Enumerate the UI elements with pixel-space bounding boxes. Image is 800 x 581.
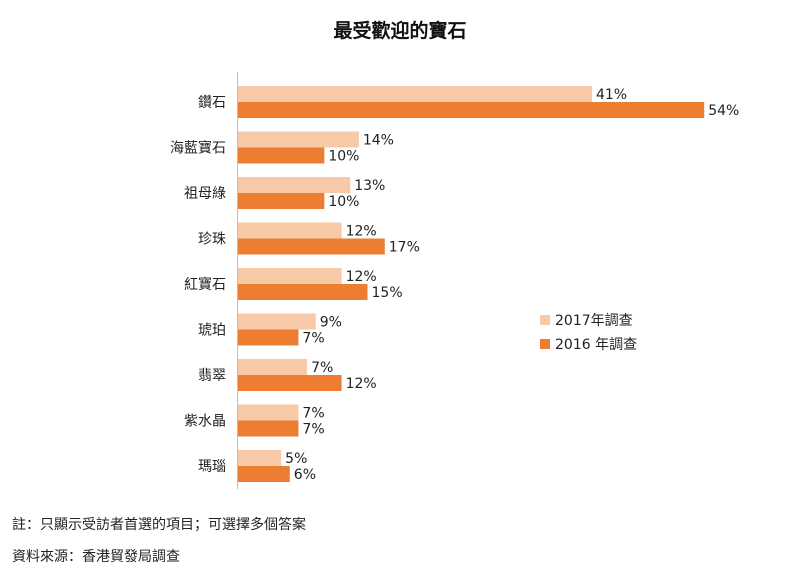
value-label-2017-3: 12% [346,224,377,240]
category-label-4: 紅寶石 [184,277,226,293]
value-label-2016-3: 17% [389,240,420,256]
bars-group [238,86,705,482]
value-label-2016-6: 12% [346,376,377,392]
value-label-2016-2: 10% [328,194,359,210]
value-label-2016-4: 15% [372,285,403,301]
bar-2016-3 [238,238,385,255]
category-label-8: 瑪瑙 [198,459,226,475]
value-label-2017-4: 12% [346,269,377,285]
value-label-2016-7: 7% [302,422,324,438]
value-label-2017-8: 5% [285,451,307,467]
bar-2016-5 [238,329,299,346]
value-label-2017-7: 7% [302,406,324,422]
value-label-2017-2: 13% [354,178,385,194]
bar-2016-4 [238,284,368,300]
value-labels-group: 41%54%14%10%13%10%12%17%12%15%9%7%7%12%7… [285,87,739,483]
bar-2017-3 [238,222,342,239]
category-label-2: 祖母綠 [184,186,226,202]
value-label-2016-8: 6% [294,467,316,483]
bar-2017-1 [238,131,359,148]
value-label-2017-6: 7% [311,360,333,376]
bar-2016-8 [238,466,290,482]
legend: 2017年調查 2016 年調查 [540,313,637,353]
bar-2017-8 [238,450,282,466]
chart-title: 最受歡迎的寶石 [333,20,467,42]
value-label-2017-1: 14% [363,133,394,149]
legend-swatch-2017 [540,315,550,325]
category-label-6: 翡翠 [198,368,226,384]
category-label-7: 紫水晶 [184,414,226,430]
value-label-2017-5: 9% [320,315,342,331]
bar-2016-6 [238,375,342,391]
bar-2017-5 [238,313,316,330]
bar-2017-0 [238,86,592,102]
bar-2016-1 [238,147,325,164]
category-label-0: 鑽石 [198,95,226,111]
value-label-2017-0: 41% [596,87,627,103]
legend-swatch-2016 [540,339,550,349]
footnote: 註：只顯示受訪者首選的項目；可選擇多個答案 [12,517,306,533]
bar-2017-2 [238,177,351,193]
value-label-2016-5: 7% [302,331,324,347]
legend-label-2017: 2017年調查 [555,313,633,329]
category-label-5: 琥珀 [198,323,226,339]
bar-2016-7 [238,420,299,437]
bar-2017-6 [238,359,308,375]
legend-label-2016: 2016 年調查 [555,337,637,353]
value-label-2016-1: 10% [328,149,359,165]
bar-2017-4 [238,268,342,284]
source-note: 資料來源：香港貿發局調查 [12,549,180,565]
value-label-2016-0: 54% [708,103,739,119]
bar-2016-2 [238,193,325,209]
bar-2017-7 [238,404,299,421]
category-label-1: 海藍寶石 [170,141,226,157]
category-label-3: 珍珠 [198,232,226,248]
bar-2016-0 [238,102,705,118]
